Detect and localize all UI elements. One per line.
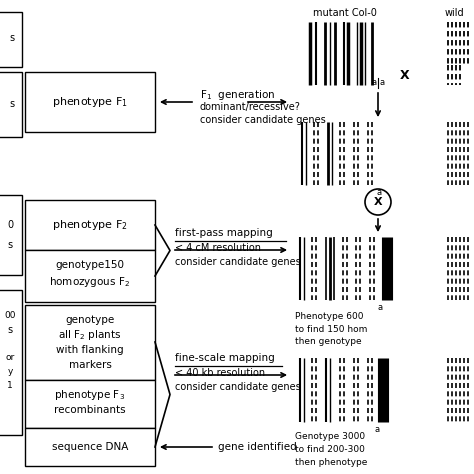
Text: or: or <box>5 354 15 363</box>
Text: genotype: genotype <box>65 315 115 325</box>
Text: a: a <box>375 425 380 434</box>
Text: s: s <box>9 99 15 109</box>
Text: genotype150: genotype150 <box>55 260 125 270</box>
Text: phenotype F$_2$: phenotype F$_2$ <box>52 218 128 232</box>
Text: consider candidate genes: consider candidate genes <box>175 382 301 392</box>
Text: homozygous F$_2$: homozygous F$_2$ <box>49 275 130 289</box>
Text: gene identified: gene identified <box>218 442 297 452</box>
Text: recombinants: recombinants <box>54 405 126 415</box>
Text: wild: wild <box>445 8 465 18</box>
Text: mutant Col-0: mutant Col-0 <box>313 8 377 18</box>
Text: a: a <box>380 78 384 86</box>
Text: 0: 0 <box>7 220 13 230</box>
Bar <box>25 250 155 302</box>
Text: 1: 1 <box>7 382 13 391</box>
Text: 00: 00 <box>4 310 16 319</box>
Text: consider candidate genes: consider candidate genes <box>200 115 326 125</box>
Text: then genotype: then genotype <box>295 337 362 346</box>
Text: < 40 kb resolution: < 40 kb resolution <box>175 368 265 378</box>
Text: phenotype F$_1$: phenotype F$_1$ <box>52 95 128 109</box>
Text: fine-scale mapping: fine-scale mapping <box>175 353 275 363</box>
Text: F$_1$  generation: F$_1$ generation <box>200 88 275 102</box>
Bar <box>0 12 22 67</box>
Text: sequence DNA: sequence DNA <box>52 442 128 452</box>
Bar <box>25 305 155 380</box>
Bar <box>25 200 155 250</box>
Text: then phenotype: then phenotype <box>295 458 367 467</box>
Text: < 4 cM resolution: < 4 cM resolution <box>175 243 261 253</box>
Text: dominant/recessive?: dominant/recessive? <box>200 102 301 112</box>
Text: a: a <box>378 303 383 312</box>
Text: with flanking: with flanking <box>56 345 124 355</box>
Text: X: X <box>400 69 410 82</box>
Text: Phenotype 600: Phenotype 600 <box>295 312 364 321</box>
Text: consider candidate genes: consider candidate genes <box>175 257 301 267</box>
Text: s: s <box>8 325 13 335</box>
Bar <box>25 380 155 428</box>
Text: first-pass mapping: first-pass mapping <box>175 228 273 238</box>
Bar <box>0 195 22 275</box>
Text: to find 200-300: to find 200-300 <box>295 445 365 454</box>
Bar <box>25 428 155 466</box>
Text: markers: markers <box>69 360 111 370</box>
Text: all F$_2$ plants: all F$_2$ plants <box>58 328 122 342</box>
Bar <box>0 290 22 435</box>
Text: y: y <box>7 367 13 376</box>
Text: phenotype F$_3$: phenotype F$_3$ <box>55 388 126 402</box>
Text: Genotype 3000: Genotype 3000 <box>295 432 365 441</box>
Bar <box>0 72 22 137</box>
Text: X: X <box>374 197 383 207</box>
Text: a: a <box>377 188 382 197</box>
Bar <box>25 72 155 132</box>
Text: to find 150 hom: to find 150 hom <box>295 325 367 334</box>
Text: s: s <box>9 33 15 43</box>
Text: s: s <box>8 240 13 250</box>
Text: a: a <box>372 78 376 86</box>
